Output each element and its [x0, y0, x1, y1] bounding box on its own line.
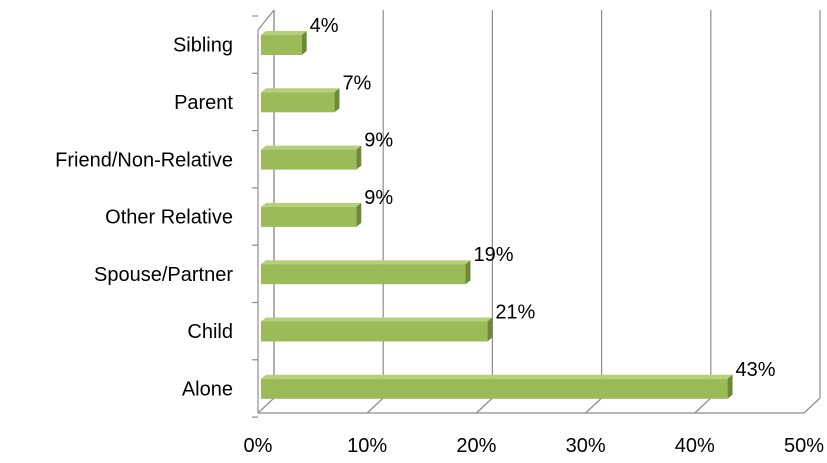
data-label: 7% — [342, 72, 371, 94]
data-label: 4% — [310, 15, 339, 37]
bar-front-face — [261, 92, 335, 113]
data-label: 21% — [495, 302, 535, 324]
floor-gridline — [366, 397, 384, 414]
category-label: Other Relative — [105, 207, 233, 229]
data-label: 43% — [736, 359, 776, 381]
bar — [261, 317, 493, 342]
x-tick-label: 40% — [675, 435, 715, 457]
category-label: Friend/Non-Relative — [55, 149, 233, 171]
floor-gridline — [475, 397, 493, 414]
bar-side-face — [356, 202, 362, 227]
bar — [261, 374, 733, 399]
bar-front-face — [261, 321, 488, 342]
bar-top-face — [261, 260, 471, 265]
bar — [261, 31, 307, 55]
bar-top-face — [261, 317, 493, 322]
bar-side-face — [334, 88, 340, 113]
bar-side-face — [727, 374, 733, 399]
bars — [261, 31, 733, 399]
bar-top-face — [261, 145, 362, 150]
bar-side-face — [487, 317, 493, 342]
floor-gridline — [585, 397, 603, 414]
bar-top-face — [261, 31, 307, 35]
bar — [261, 88, 340, 113]
bar-front-face — [261, 149, 357, 170]
labels: 0% 10% 20% 30% 40% 50% 4% Sibling 7% Parent 9% Frie… — [55, 15, 824, 457]
x-tick-label: 10% — [347, 435, 387, 457]
bar-side-face — [465, 260, 471, 285]
category-label: Sibling — [173, 35, 233, 57]
floor-gridline — [694, 397, 712, 414]
data-label: 9% — [364, 187, 393, 209]
bar-top-face — [261, 88, 340, 93]
data-label: 9% — [364, 130, 393, 152]
bar-top-face — [261, 374, 733, 379]
floor-gridline — [257, 397, 275, 414]
bar — [261, 145, 362, 170]
bar-top-face — [261, 202, 362, 207]
gridlines — [257, 10, 821, 414]
bar-side-face — [356, 145, 362, 170]
bar — [261, 260, 471, 285]
category-label: Child — [187, 321, 233, 343]
category-label: Spouse/Partner — [94, 264, 233, 286]
floor-gridline — [803, 397, 821, 414]
x-tick-label: 0% — [244, 435, 273, 457]
bar-front-face — [261, 378, 728, 399]
left-wall-top-edge — [257, 9, 275, 31]
category-label: Alone — [182, 378, 233, 400]
x-tick-label: 50% — [784, 435, 824, 457]
x-tick-label: 30% — [566, 435, 606, 457]
bar-front-face — [261, 264, 466, 285]
bar-side-face — [301, 31, 307, 55]
bar-front-face — [261, 35, 302, 55]
data-label: 19% — [473, 244, 513, 266]
bar-front-face — [261, 206, 357, 227]
x-tick-label: 20% — [456, 435, 496, 457]
category-label: Parent — [174, 92, 233, 114]
bar — [261, 202, 362, 227]
